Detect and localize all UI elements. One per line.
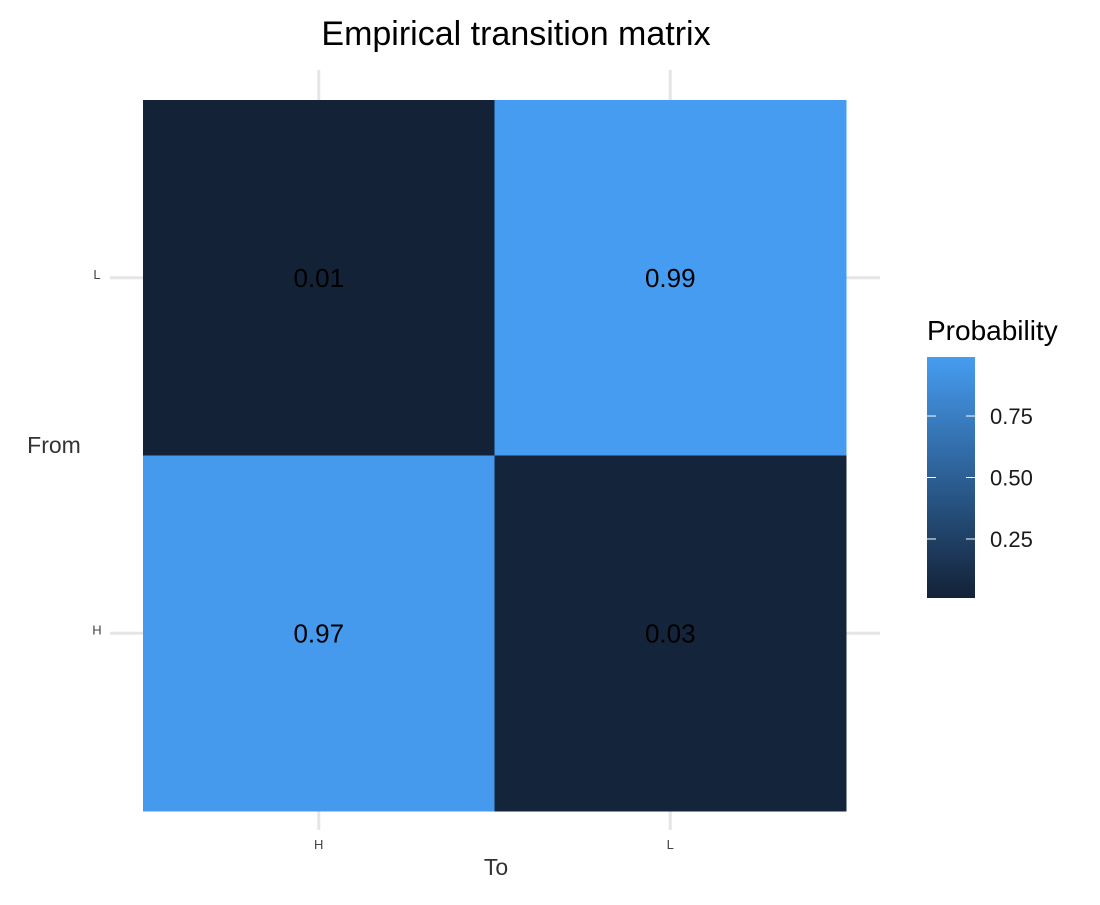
x-axis-label: To	[484, 854, 508, 880]
y-tick-label: L	[93, 267, 100, 282]
cell-value-label: 0.97	[293, 618, 344, 648]
cell-value-label: 0.03	[645, 618, 696, 648]
heatmap-cell-h-to-h	[143, 455, 495, 812]
y-axis-ticks: HL	[92, 267, 101, 638]
color-legend: Probability 0.25 0.50 0.75	[927, 315, 1058, 598]
y-tick-label: H	[92, 622, 101, 637]
cell-labels: 0.01 0.99 0.97 0.03	[293, 263, 695, 649]
cell-value-label: 0.01	[293, 263, 344, 293]
legend-tick-label: 0.50	[990, 466, 1033, 491]
heatmap-cell-h-to-l	[494, 455, 847, 812]
legend-tick-label: 0.75	[990, 404, 1033, 429]
x-tick-label: H	[314, 837, 323, 852]
legend-title: Probability	[927, 315, 1058, 346]
x-tick-label: L	[667, 837, 674, 852]
cell-value-label: 0.99	[645, 263, 696, 293]
chart-title: Empirical transition matrix	[321, 15, 710, 53]
heatmap-cell-l-to-h	[143, 100, 495, 456]
heatmap-cell-l-to-l	[494, 100, 847, 456]
legend-tick-label: 0.25	[990, 527, 1033, 552]
legend-ticks: 0.25 0.50 0.75	[927, 404, 1033, 552]
heatmap-cells	[143, 100, 847, 812]
y-axis-label: From	[27, 432, 81, 458]
